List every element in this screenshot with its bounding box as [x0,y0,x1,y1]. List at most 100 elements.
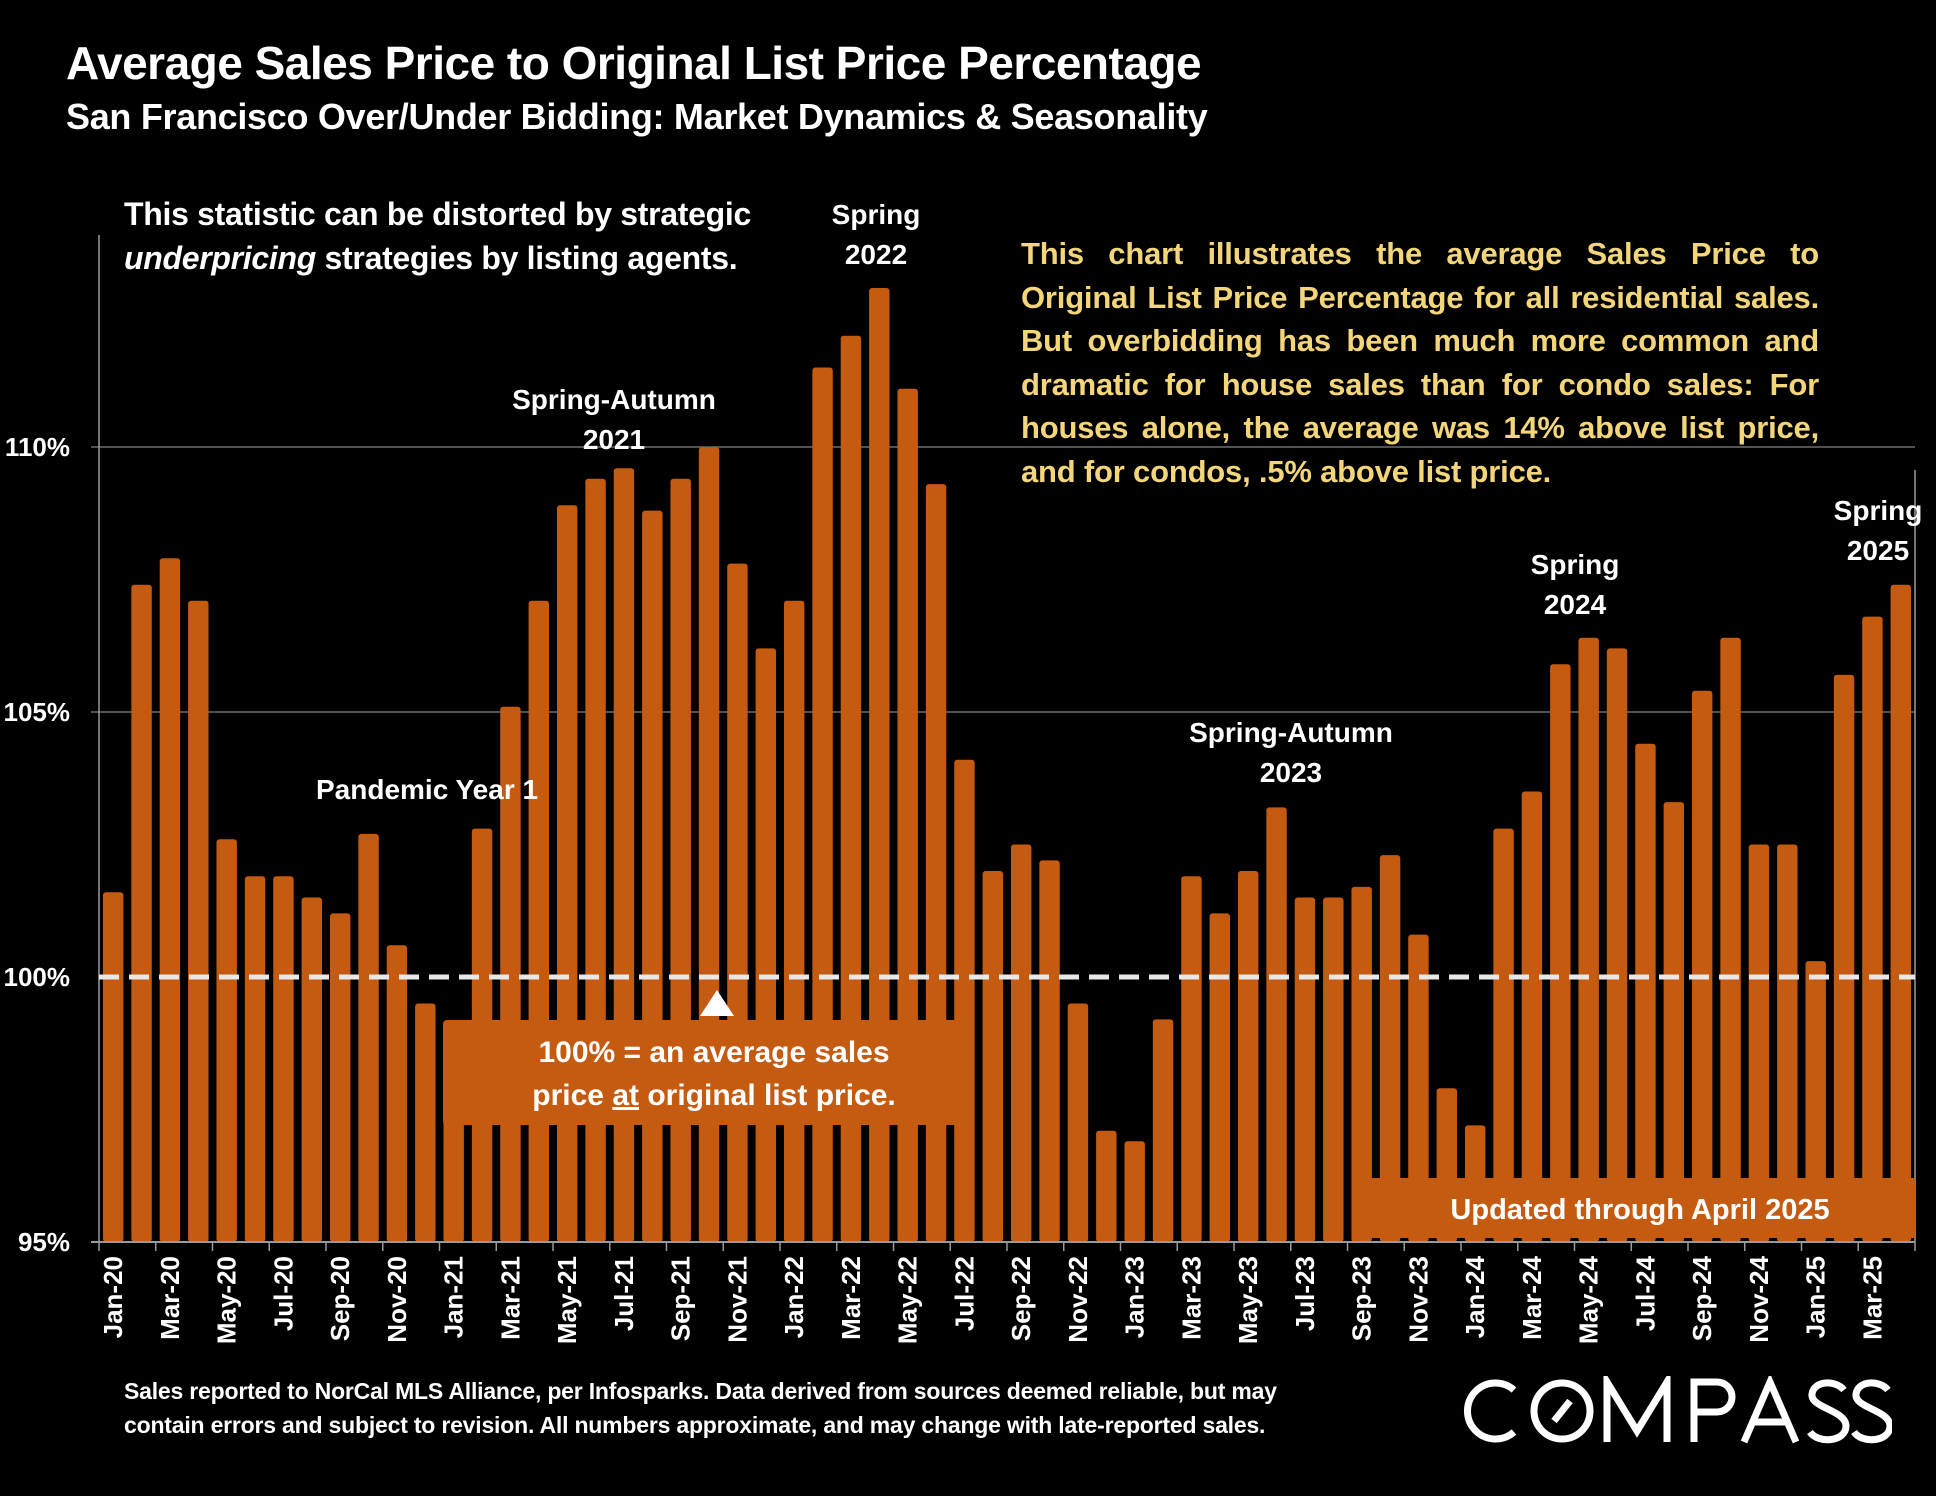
x-tick-label: Nov-23 [1403,1256,1433,1343]
bar-Dec-24 [1777,844,1798,1242]
bar-Feb-20 [131,584,152,1242]
bar-Feb-25 [1833,674,1855,1242]
logo-letter-a [1740,1373,1800,1444]
footnote-line-2: contain errors and subject to revision. … [124,1412,1266,1438]
logo-slash [1551,1398,1573,1424]
x-tick-label: Sep-24 [1687,1255,1717,1341]
bar-Nov-24 [1748,844,1770,1242]
underpricing-emphasis: underpricing [124,240,316,276]
explanation-line-2: price at original list price. [532,1079,895,1112]
y-tick-label: 95% [18,1227,70,1257]
x-tick-label: Nov-20 [382,1256,412,1343]
x-tick-label: Mar-24 [1517,1255,1547,1339]
y-tick-label: 110% [5,432,70,462]
bar-Apr-20 [188,600,209,1242]
x-tick-label: Jul-21 [609,1256,639,1331]
bar-Sep-24 [1691,690,1713,1242]
y-tick-labels: 95% 100% 105% 110% [4,432,71,1257]
x-tick-label: Jan-20 [98,1256,128,1338]
bar-Mar-25 [1862,616,1883,1242]
logo-letter-c [1463,1379,1517,1443]
bar-Dec-20 [415,1003,436,1242]
bar-Mar-23 [1181,876,1202,1242]
x-tick-label: May-21 [552,1256,582,1344]
chart-title: Average Sales Price to Original List Pri… [66,37,1202,89]
bar-Jan-20 [102,892,124,1242]
annotation-line: Spring-Autumn [512,384,716,415]
bar-May-24 [1578,637,1599,1242]
bar-Mar-20 [159,558,181,1242]
bar-Nov-21 [727,563,748,1242]
explanation-box-100: 100% = an average sales price at origina… [443,990,965,1125]
bar-May-20 [216,839,237,1242]
logo-letter-p [1690,1378,1736,1442]
bar-Jul-20 [273,876,294,1242]
updated-label: Updated through April 2025 [1450,1194,1829,1226]
annotation-line: Spring [831,199,921,230]
x-tick-label: Sep-23 [1347,1256,1377,1341]
bar-Oct-22 [1039,860,1060,1242]
updated-box: Updated through April 2025 [1353,1178,1915,1238]
x-tick-labels: Jan-20 Mar-20 May-20 Jul-20 Sep-20 Nov-20 Jan-… [98,1255,1887,1344]
x-tick-label: Mar-22 [836,1256,866,1340]
bar-Dec-21 [755,648,777,1242]
annotation-pandemic-year-1: Pandemic Year 1 [316,774,539,805]
bar-Mar-22 [840,335,862,1242]
explanation-post: original list price. [639,1079,896,1112]
x-tick-label: Jul-24 [1630,1255,1660,1331]
bar-Jun-22 [925,484,947,1243]
x-tick-label: Jan-22 [779,1256,809,1338]
bar-Jun-21 [585,478,606,1242]
compass-logo [1462,1369,1894,1462]
bar-Jun-24 [1606,648,1628,1242]
bar-Feb-24 [1493,828,1514,1242]
bar-Aug-23 [1323,897,1344,1242]
explanation-pre: price [532,1079,612,1112]
bar-Nov-23 [1408,934,1429,1242]
bar-Jul-23 [1294,897,1316,1242]
annotation-spring-autumn-2023: Spring-Autumn 2023 [1189,713,1393,793]
x-tick-label: Jul-23 [1290,1256,1320,1331]
updated-box-bg [1353,1178,1915,1238]
annotation-line: Spring [1833,495,1923,526]
y-tick-label: 105% [4,697,71,727]
x-tick-label: Nov-21 [722,1256,752,1343]
bar-May-21 [556,505,578,1242]
bar-Apr-25 [1890,584,1912,1242]
x-tick-label: Jul-22 [949,1256,979,1331]
bar-Oct-23 [1379,855,1401,1242]
x-tick-label: May-23 [1233,1256,1263,1344]
x-tick-label: May-20 [212,1256,242,1344]
x-tick-label: Mar-25 [1857,1256,1887,1340]
compass-logo-mark [1463,1369,1894,1444]
bar-Jan-22 [783,600,805,1242]
explanation-underlined-at: at [612,1079,639,1112]
x-tick-label: Jul-20 [268,1256,298,1331]
logo-letter-m [1603,1369,1671,1442]
bar-Jul-24 [1635,743,1656,1242]
annotation-spring-autumn-2021: Spring-Autumn 2021 [512,380,716,460]
bar-Oct-20 [358,833,379,1242]
footnote-line-1: Sales reported to NorCal MLS Alliance, p… [124,1378,1277,1404]
bar-Sep-20 [329,913,351,1242]
logo-letter-s2 [1851,1379,1894,1444]
explanation-box-bg [443,1020,965,1125]
chart-explanation-note: This chart illustrates the average Sales… [1021,236,1819,489]
bar-Aug-20 [301,897,323,1242]
annotation-line: 2021 [582,424,646,455]
annotation-line: Spring-Autumn [1189,717,1393,748]
x-tick-label: Sep-21 [666,1256,696,1341]
x-tick-label: Jan-23 [1120,1256,1150,1338]
distortion-note-line1: This statistic can be distorted by strat… [124,196,751,232]
bar-Jun-20 [244,876,266,1242]
bar-Aug-21 [642,510,663,1243]
bar-Apr-23 [1209,913,1231,1242]
bar-Jan-25 [1805,961,1826,1242]
bar-Mar-24 [1521,791,1543,1242]
x-tick-label: Mar-20 [155,1256,185,1340]
bar-Nov-22 [1067,1003,1089,1242]
source-footnote: Sales reported to NorCal MLS Alliance, p… [124,1374,1277,1442]
x-tick-label: Sep-22 [1006,1256,1036,1341]
annotation-spring-2024: Spring 2024 [1531,545,1620,625]
annotation-line: Spring [1530,549,1620,580]
